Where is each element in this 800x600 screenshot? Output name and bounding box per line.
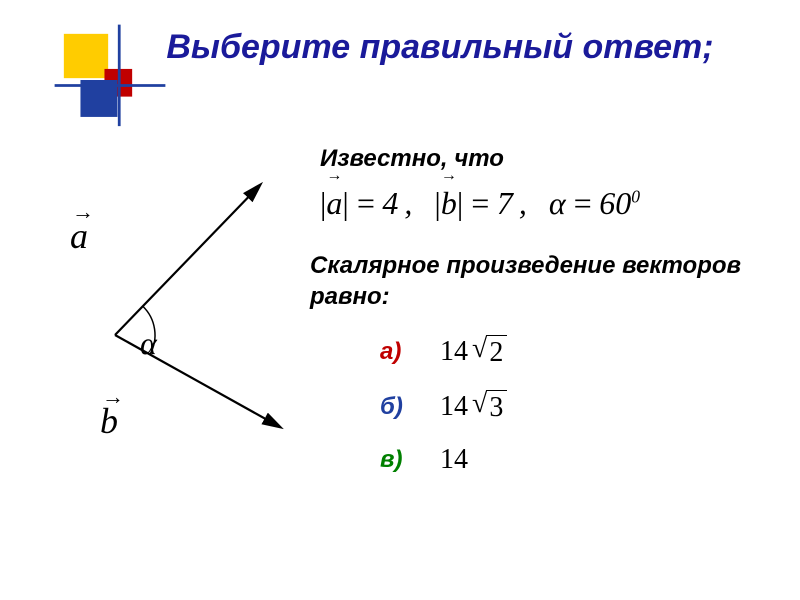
comma: , [404, 185, 412, 222]
page-title: Выберите правильный ответ; [160, 28, 720, 67]
b-value: 7 [497, 185, 513, 222]
vector-diagram: →a →b α [45, 175, 295, 445]
answers-list: а) 14 √2 б) 14 √3 в) 14 √ [380, 335, 507, 496]
magnitude-a: |a| [320, 185, 349, 222]
answer-label-c: в) [380, 446, 440, 474]
eq-sign-2: = [469, 185, 491, 222]
comma-2: , [519, 185, 527, 222]
question-prompt: Скалярное произведение векторов равно: [310, 250, 780, 312]
logo [50, 20, 140, 110]
vector-a-line [115, 185, 260, 335]
logo-svg [50, 20, 170, 140]
answer-value-b: 14 √3 [440, 390, 507, 425]
eq-sign: = [355, 185, 377, 222]
alpha-var: α [549, 185, 566, 222]
eq-sign-3: = [572, 185, 594, 222]
answer-label-a: а) [380, 338, 440, 366]
intro-text: Известно, что [320, 145, 504, 173]
angle-label: α [140, 325, 157, 362]
magnitude-b: |b| [434, 185, 463, 222]
answer-a[interactable]: а) 14 √2 [380, 335, 507, 370]
answer-value-a: 14 √2 [440, 335, 507, 370]
vector-b-label: →b [100, 400, 118, 442]
logo-square-yellow [64, 34, 108, 78]
answer-c[interactable]: в) 14 √ [380, 444, 507, 476]
answer-value-c: 14 √ [440, 444, 468, 476]
var-a: a [326, 185, 342, 222]
alpha-value: 600 [599, 185, 640, 222]
vector-a-label: →a [70, 215, 88, 257]
a-value: 4 [382, 185, 398, 222]
given-formula: |a| = 4, |b| = 7, α = 600 [320, 185, 640, 222]
var-b: b [441, 185, 457, 222]
answer-b[interactable]: б) 14 √3 [380, 390, 507, 425]
answer-label-b: б) [380, 393, 440, 421]
